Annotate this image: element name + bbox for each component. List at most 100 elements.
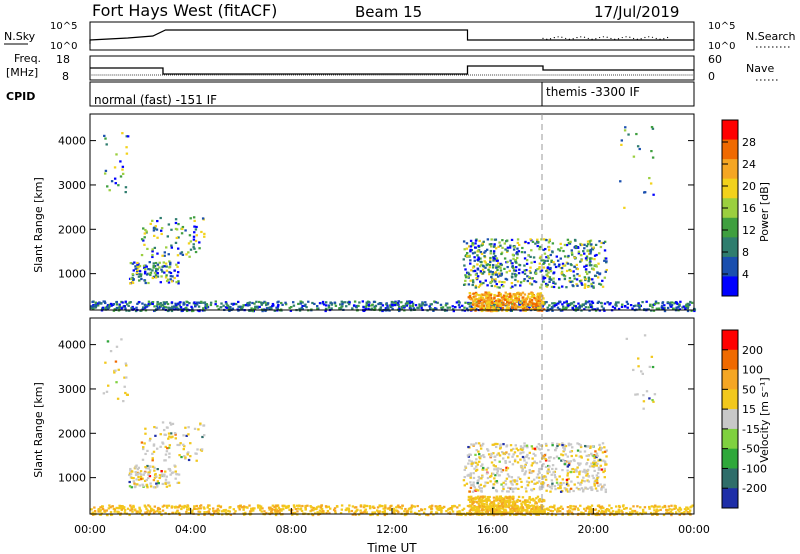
data-cell [537,241,540,244]
data-cell [223,510,226,513]
data-cell [498,241,501,244]
data-cell [681,306,684,309]
data-cell [384,506,387,509]
data-cell [141,458,145,461]
data-cell [144,452,147,456]
data-cell [650,125,654,129]
data-cell [168,307,171,311]
data-cell [130,486,133,489]
data-cell [531,308,535,311]
data-cell [503,267,506,271]
data-cell [551,242,555,245]
data-cell [483,255,486,258]
data-cell [493,307,497,310]
data-cell [523,464,527,468]
data-cell [274,510,277,513]
data-cell [198,309,201,313]
data-cell [141,447,145,451]
data-cell [273,505,276,508]
data-cell [591,454,594,457]
data-cell [98,301,101,304]
data-cell [523,306,526,310]
data-cell [156,300,159,304]
data-cell [114,182,117,185]
noise-sky-trace [89,29,694,44]
data-cell [500,497,504,500]
data-cell [671,512,674,515]
data-cell [511,265,514,268]
data-cell [110,513,114,516]
data-cell [499,294,502,297]
data-cell [468,490,471,493]
data-cell [178,504,182,507]
data-cell [538,488,542,491]
data-cell [477,498,481,501]
data-cell [166,302,170,306]
data-cell [177,280,180,283]
data-cell [301,504,304,508]
data-cell [600,488,603,491]
data-cell [500,513,503,517]
data-cell [554,467,558,470]
data-cell [147,513,151,516]
data-cell [509,294,512,297]
colorbar-segment [722,369,738,390]
data-cell [289,309,293,312]
data-cell [357,304,360,308]
data-cell [546,508,549,511]
data-cell [507,475,511,478]
data-cell [550,505,553,508]
data-cell [256,305,259,308]
data-cell [371,303,374,306]
data-cell [129,509,132,512]
data-cell [583,283,587,286]
data-cell [156,275,160,278]
data-cell [571,467,575,471]
data-cell [538,304,542,307]
data-cell [560,267,564,270]
data-cell [156,303,159,306]
data-cell [474,239,478,242]
data-cell [584,302,587,305]
data-cell [509,301,512,304]
data-cell [128,485,132,488]
data-cell [569,460,573,463]
data-cell [315,507,318,511]
data-cell [351,307,354,310]
data-cell [504,459,507,463]
data-cell [398,506,402,509]
data-cell [353,304,356,307]
data-cell [502,500,505,504]
data-cell [543,276,547,280]
data-cell [472,476,476,480]
data-cell [131,262,135,265]
data-cell [157,506,160,510]
data-cell [511,299,515,302]
data-cell [513,458,517,461]
data-cell [257,506,260,509]
data-cell [588,252,591,256]
data-cell [158,266,161,269]
data-cell [480,298,483,301]
data-cell [595,474,599,477]
data-cell [486,476,490,480]
data-cell [259,505,263,508]
data-cell [501,451,504,454]
data-cell [588,264,592,267]
data-cell [505,469,508,472]
data-cell [685,509,688,512]
data-cell [192,243,195,246]
data-cell [523,502,526,505]
data-cell [553,473,556,477]
data-cell [414,304,418,307]
data-cell [541,481,545,484]
data-cell [513,504,516,507]
data-cell [590,304,593,307]
data-cell [121,506,125,509]
data-cell [541,482,544,486]
data-cell [498,299,501,302]
data-cell [192,216,196,219]
data-cell [591,278,594,281]
data-cell [423,304,427,307]
data-cell [158,507,162,511]
